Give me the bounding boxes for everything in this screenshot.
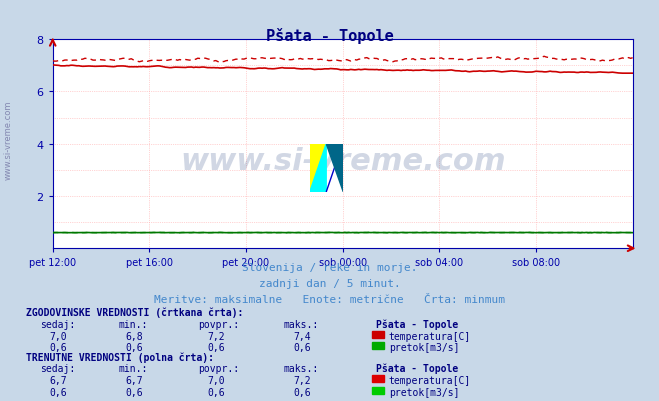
Text: 0,6: 0,6 bbox=[49, 387, 67, 397]
Text: sedaj:: sedaj: bbox=[40, 363, 74, 373]
Text: 0,6: 0,6 bbox=[125, 387, 143, 397]
Text: Pšata - Topole: Pšata - Topole bbox=[376, 319, 458, 329]
Polygon shape bbox=[310, 144, 326, 192]
Text: 7,2: 7,2 bbox=[208, 331, 225, 341]
Text: 0,6: 0,6 bbox=[49, 342, 67, 352]
Text: 7,0: 7,0 bbox=[49, 331, 67, 341]
Polygon shape bbox=[310, 144, 326, 192]
Text: Pšata - Topole: Pšata - Topole bbox=[266, 28, 393, 44]
Text: 0,6: 0,6 bbox=[208, 387, 225, 397]
Text: 6,8: 6,8 bbox=[125, 331, 143, 341]
Text: maks.:: maks.: bbox=[283, 363, 318, 373]
Text: Meritve: maksimalne   Enote: metrične   Črta: minmum: Meritve: maksimalne Enote: metrične Črta… bbox=[154, 295, 505, 305]
Text: min.:: min.: bbox=[119, 319, 148, 329]
Text: 7,0: 7,0 bbox=[208, 375, 225, 385]
Text: 7,2: 7,2 bbox=[293, 375, 311, 385]
Text: temperatura[C]: temperatura[C] bbox=[389, 375, 471, 385]
Text: 0,6: 0,6 bbox=[125, 342, 143, 352]
Text: pretok[m3/s]: pretok[m3/s] bbox=[389, 342, 459, 352]
Text: pretok[m3/s]: pretok[m3/s] bbox=[389, 387, 459, 397]
Text: 0,6: 0,6 bbox=[293, 342, 311, 352]
Text: 7,4: 7,4 bbox=[293, 331, 311, 341]
Text: sedaj:: sedaj: bbox=[40, 319, 74, 329]
Text: 6,7: 6,7 bbox=[49, 375, 67, 385]
Text: www.si-vreme.com: www.si-vreme.com bbox=[180, 147, 505, 176]
Text: TRENUTNE VREDNOSTI (polna črta):: TRENUTNE VREDNOSTI (polna črta): bbox=[26, 352, 214, 363]
Text: povpr.:: povpr.: bbox=[198, 319, 239, 329]
Text: Slovenija / reke in morje.: Slovenija / reke in morje. bbox=[242, 263, 417, 273]
Text: 0,6: 0,6 bbox=[293, 387, 311, 397]
Text: maks.:: maks.: bbox=[283, 319, 318, 329]
Text: Pšata - Topole: Pšata - Topole bbox=[376, 363, 458, 373]
Text: min.:: min.: bbox=[119, 363, 148, 373]
Text: temperatura[C]: temperatura[C] bbox=[389, 331, 471, 341]
Text: 6,7: 6,7 bbox=[125, 375, 143, 385]
Polygon shape bbox=[326, 144, 343, 192]
Text: www.si-vreme.com: www.si-vreme.com bbox=[3, 101, 13, 180]
Text: ZGODOVINSKE VREDNOSTI (črtkana črta):: ZGODOVINSKE VREDNOSTI (črtkana črta): bbox=[26, 307, 244, 317]
Text: zadnji dan / 5 minut.: zadnji dan / 5 minut. bbox=[258, 279, 401, 289]
Text: povpr.:: povpr.: bbox=[198, 363, 239, 373]
Polygon shape bbox=[326, 144, 343, 192]
Text: 0,6: 0,6 bbox=[208, 342, 225, 352]
